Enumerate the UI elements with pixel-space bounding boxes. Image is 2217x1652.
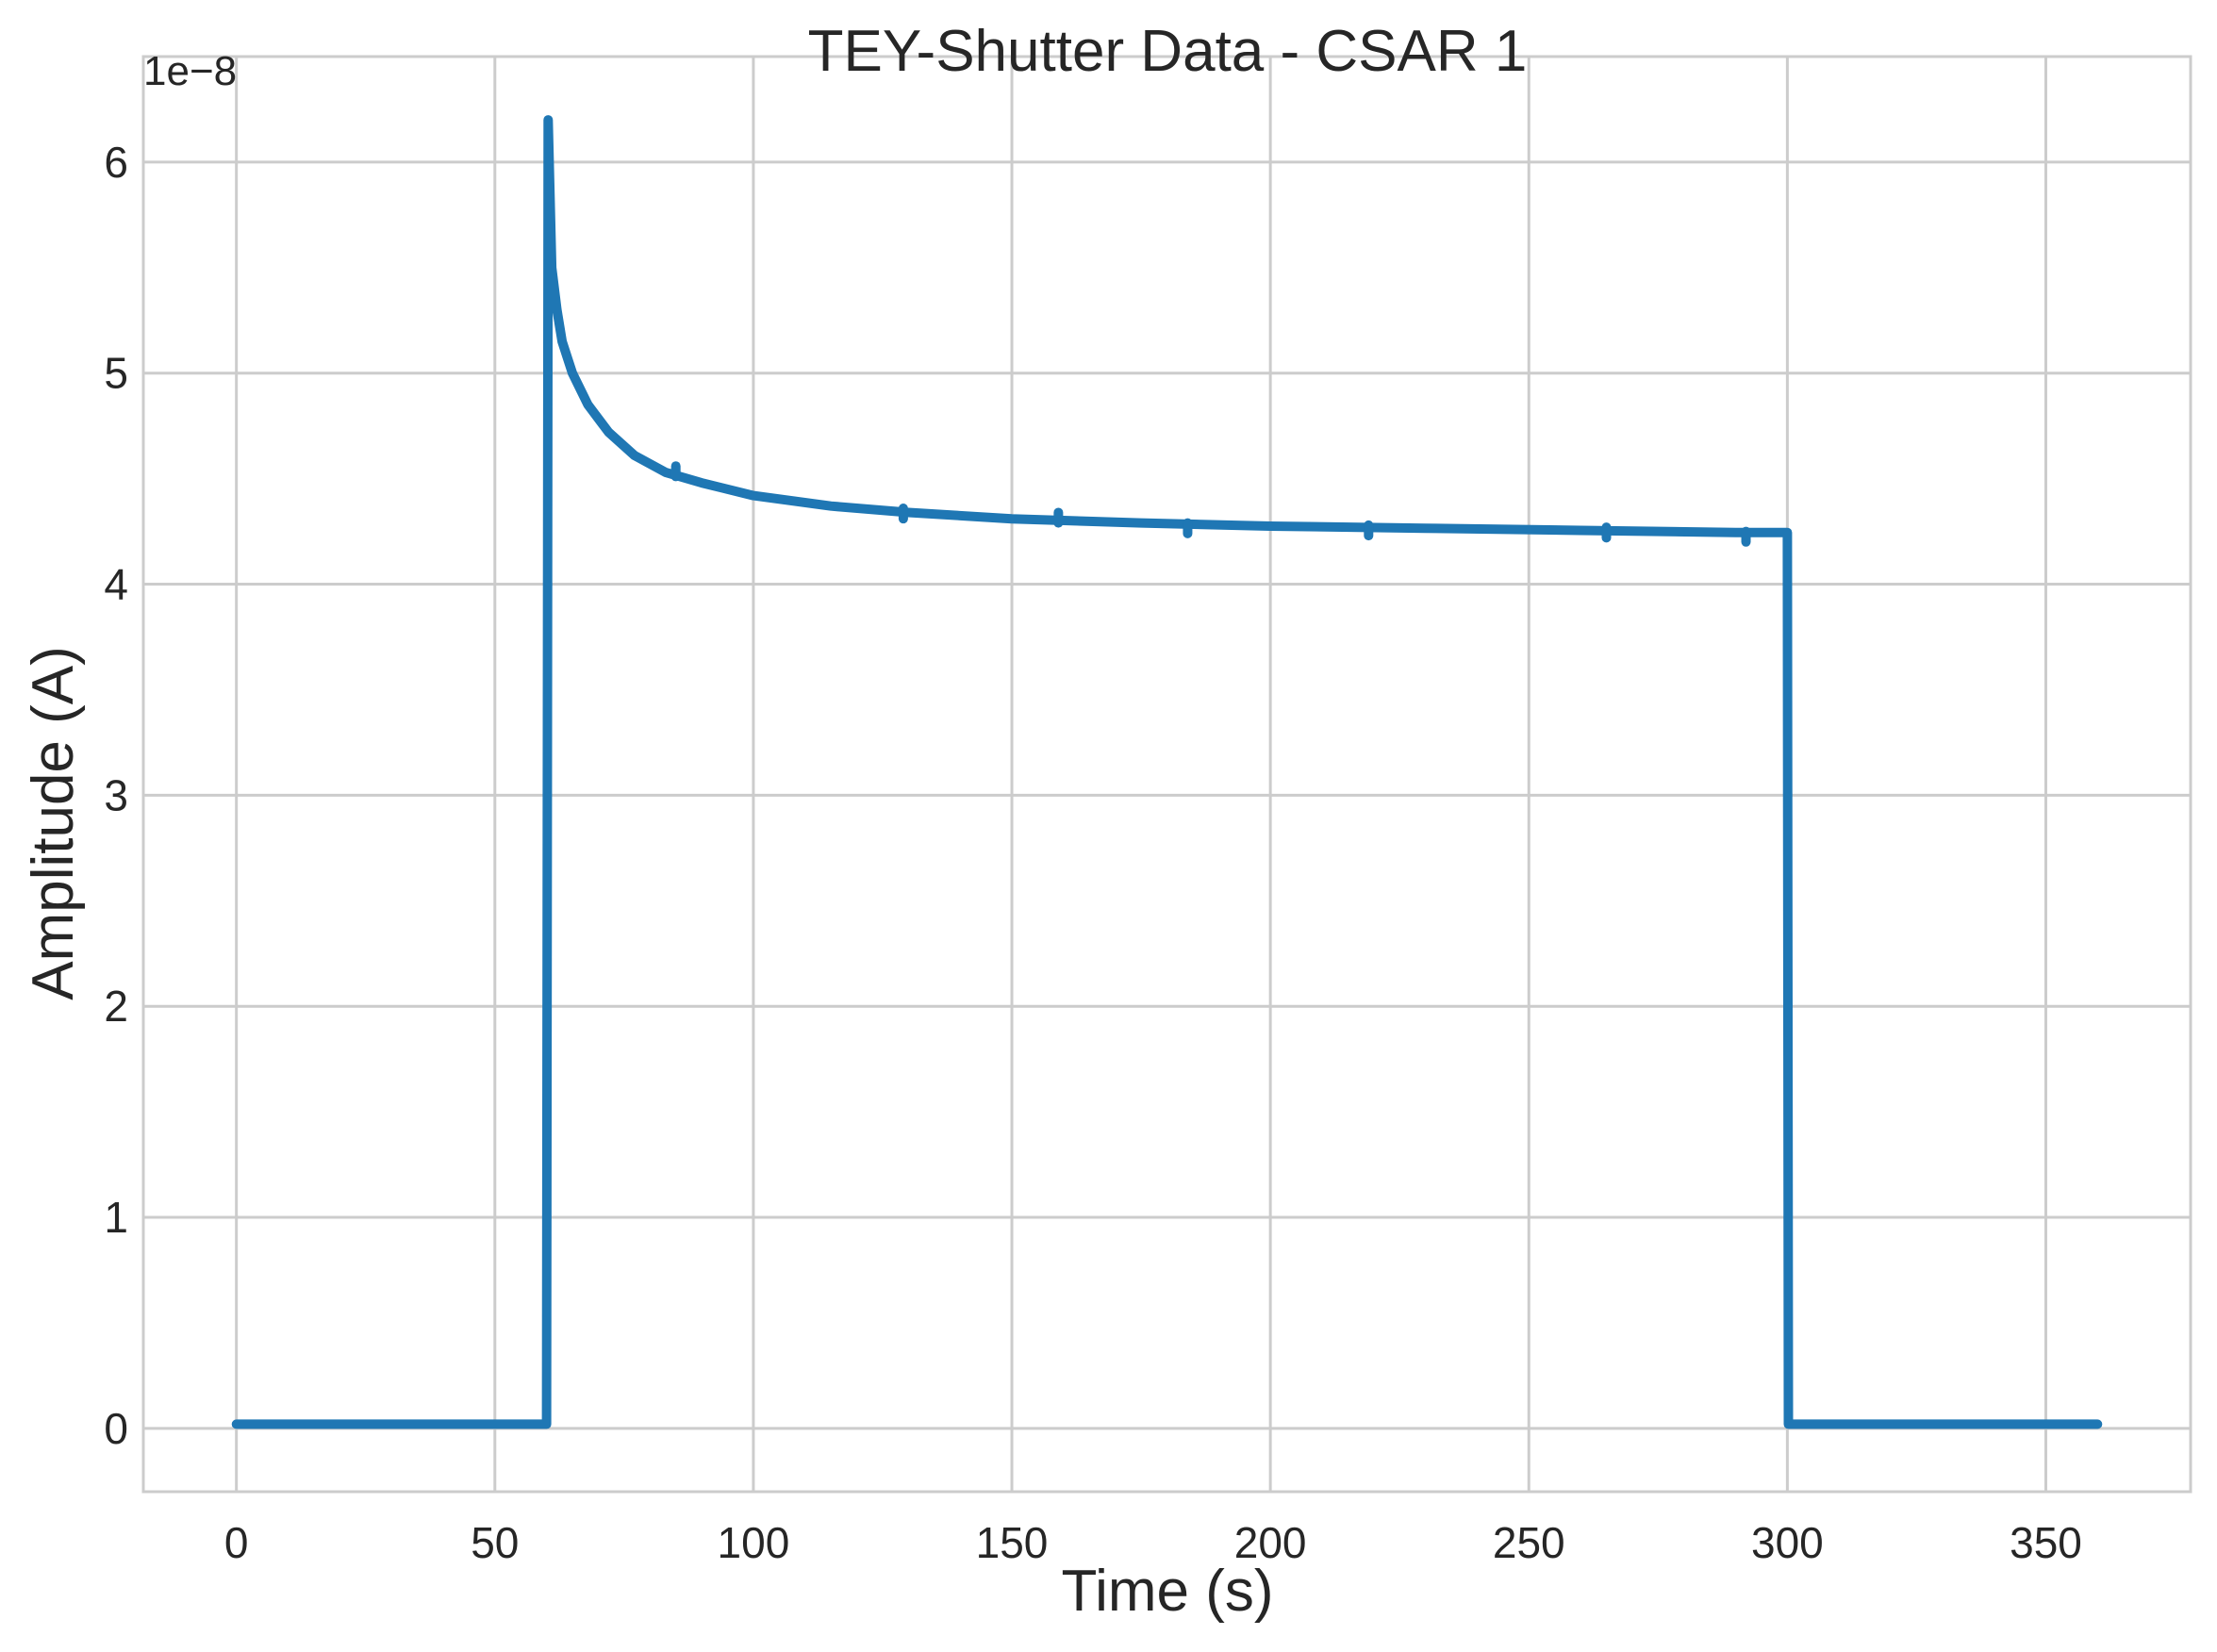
y-tick-label: 3 (104, 770, 128, 819)
y-offset-label: 1e−8 (143, 48, 237, 94)
y-tick-labels: 0 1 2 3 4 5 6 (104, 138, 128, 1453)
x-gridlines (235, 57, 2047, 1492)
chart-title: TEY-Shutter Data - CSAR 1 (808, 19, 1528, 84)
x-tick-label: 250 (1493, 1518, 1565, 1567)
y-gridlines (143, 160, 2191, 1430)
series-layer (231, 115, 2103, 1429)
y-tick-label: 6 (104, 138, 128, 187)
plot-area (141, 55, 2192, 1494)
y-tick-label: 4 (104, 560, 128, 609)
x-tick-label: 50 (471, 1518, 519, 1567)
x-tick-label: 100 (718, 1518, 790, 1567)
x-axis-label: Time (s) (1062, 1559, 1274, 1624)
x-tick-label: 350 (2010, 1518, 2082, 1567)
y-tick-label: 2 (104, 982, 128, 1031)
x-tick-label: 0 (224, 1518, 249, 1567)
x-tick-label: 150 (976, 1518, 1049, 1567)
x-tick-label: 200 (1234, 1518, 1307, 1567)
series-line (231, 115, 2103, 1429)
y-tick-label: 1 (104, 1193, 128, 1242)
y-tick-label: 5 (104, 349, 128, 398)
x-tick-label: 300 (1751, 1518, 1824, 1567)
y-axis-label: Amplitude (A) (21, 646, 86, 1000)
x-tick-labels: 0 50 100 150 200 250 300 350 (224, 1518, 2082, 1567)
y-tick-label: 0 (104, 1404, 128, 1453)
